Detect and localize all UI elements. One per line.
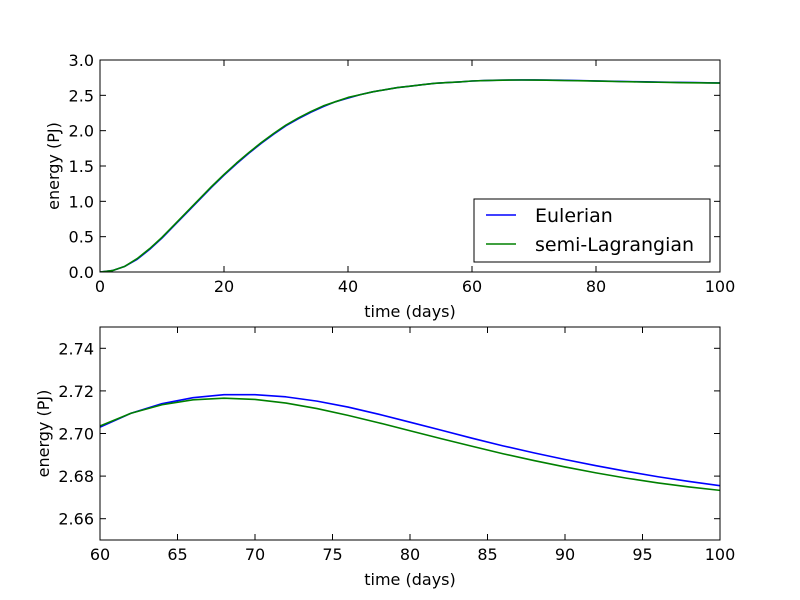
y-tick-label: 3.0 — [69, 51, 94, 70]
series-group — [100, 393, 720, 492]
axes-frame — [99, 326, 721, 541]
x-tick-label: 40 — [338, 277, 358, 296]
x-tick-label: 65 — [167, 545, 187, 564]
legend-label-semi-lagrangian: semi-Lagrangian — [535, 234, 694, 256]
series-line-eulerian — [100, 393, 720, 487]
y-axis-label: energy (PJ) — [34, 390, 53, 478]
x-tick-label: 80 — [586, 277, 606, 296]
y-tick-label: 2.0 — [69, 122, 94, 141]
y-tick-label: 1.0 — [69, 192, 94, 211]
y-tick-label: 2.5 — [69, 86, 94, 105]
x-tick-label: 60 — [90, 545, 110, 564]
x-tick-label: 100 — [705, 545, 736, 564]
y-tick-label: 0.0 — [69, 263, 94, 282]
plot-bottom: 60 65 70 75 80 85 90 95 100 2.66 2.68 2.70 2.72 2.74 t… — [34, 326, 736, 589]
x-tick-label: 85 — [477, 545, 497, 564]
x-axis-label: time (days) — [364, 570, 455, 589]
y-tick-label: 2.68 — [58, 467, 94, 486]
y-tick-label: 2.72 — [58, 382, 94, 401]
x-tick-label: 70 — [245, 545, 265, 564]
series-line-semi-lagrangian — [100, 397, 720, 492]
x-tick-label: 60 — [462, 277, 482, 296]
x-axis-label: time (days) — [364, 302, 455, 321]
y-tick-label: 2.70 — [58, 425, 94, 444]
x-tick-label: 20 — [214, 277, 234, 296]
series-line-semi-lagrangian — [100, 79, 720, 272]
y-axis-label: energy (PJ) — [44, 122, 63, 210]
x-tick-label: 100 — [705, 277, 736, 296]
x-tick-label: 0 — [95, 277, 105, 296]
x-tick-label: 75 — [322, 545, 342, 564]
y-tick-label: 2.66 — [58, 510, 94, 529]
plot-top: 0 20 40 60 80 100 0.0 0.5 1.0 1.5 2.0 2.5 3.0 time (d… — [44, 51, 735, 321]
series-group — [100, 79, 720, 272]
legend: Eulerian semi-Lagrangian — [473, 198, 711, 263]
y-tick-label: 1.5 — [69, 157, 94, 176]
y-tick-label: 0.5 — [69, 228, 94, 247]
legend-box — [473, 198, 711, 263]
y-tick-label: 2.74 — [58, 339, 94, 358]
legend-label-eulerian: Eulerian — [535, 205, 613, 227]
x-tick-label: 80 — [400, 545, 420, 564]
x-tick-label: 90 — [555, 545, 575, 564]
x-tick-label: 95 — [632, 545, 652, 564]
